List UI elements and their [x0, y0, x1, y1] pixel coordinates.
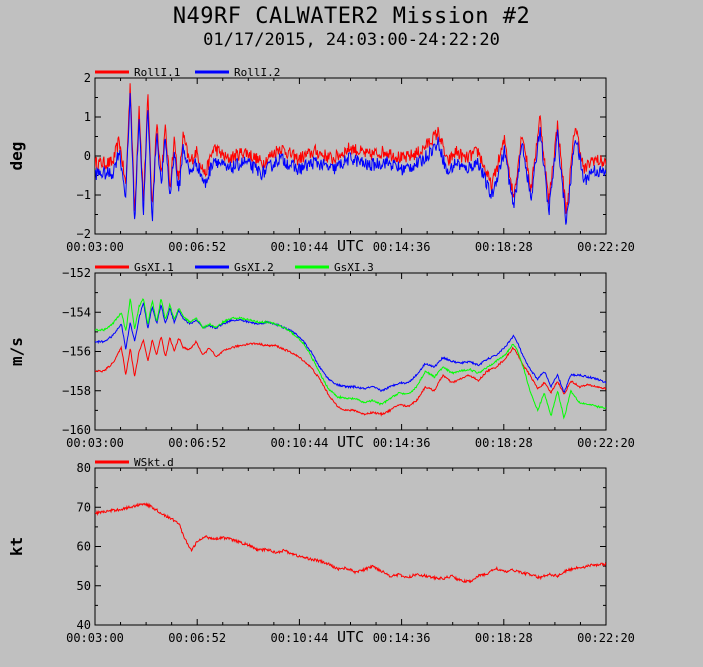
y-tick-label: −158 [62, 384, 91, 398]
y-tick-label: −154 [62, 305, 91, 319]
x-axis-label: UTC [337, 433, 364, 451]
x-tick-label: 00:22:20 [577, 436, 635, 450]
y-tick-label: 70 [77, 500, 91, 514]
x-tick-label: 00:22:20 [577, 631, 635, 645]
y-tick-label: −160 [62, 423, 91, 437]
y-tick-label: 2 [84, 71, 91, 85]
series-line-GsXI.1 [95, 336, 606, 417]
series-line-WSkt.d [95, 502, 606, 584]
y-tick-label: −152 [62, 266, 91, 280]
series-line-RollI.2 [95, 92, 606, 225]
x-tick-label: 00:03:00 [66, 240, 124, 254]
x-tick-label: 00:06:52 [168, 240, 226, 254]
x-tick-label: 00:03:00 [66, 436, 124, 450]
x-tick-label: 00:10:44 [271, 436, 329, 450]
x-tick-label: 00:18:28 [475, 631, 533, 645]
y-tick-label: 0 [84, 149, 91, 163]
x-tick-label: 00:22:20 [577, 240, 635, 254]
chart-subtitle: 01/17/2015, 24:03:00-24:22:20 [203, 30, 500, 50]
legend-label: GsXI.2 [234, 261, 274, 274]
y-tick-label: 50 [77, 579, 91, 593]
y-tick-label: −2 [77, 227, 91, 241]
x-tick-label: 00:10:44 [271, 240, 329, 254]
legend-label: GsXI.1 [134, 261, 174, 274]
series-line-GsXI.2 [95, 302, 606, 394]
x-tick-label: 00:18:28 [475, 240, 533, 254]
x-tick-label: 00:14:36 [373, 240, 431, 254]
series-line-RollI.1 [95, 83, 606, 214]
y-tick-label: 1 [84, 110, 91, 124]
legend-label: WSkt.d [134, 456, 174, 469]
legend-label: RollI.2 [234, 66, 280, 79]
y-axis-label: m/s [7, 337, 26, 366]
plot-frame-3 [94, 467, 607, 626]
y-tick-label: −156 [62, 345, 91, 359]
x-tick-label: 00:14:36 [373, 436, 431, 450]
y-tick-label: −1 [77, 188, 91, 202]
plot-frame-2 [94, 272, 607, 431]
x-axis-label: UTC [337, 628, 364, 646]
y-tick-label: 60 [77, 540, 91, 554]
x-axis-label: UTC [337, 237, 364, 255]
x-tick-label: 00:10:44 [271, 631, 329, 645]
x-tick-label: 00:06:52 [168, 436, 226, 450]
legend-label: RollI.1 [134, 66, 180, 79]
y-tick-label: 40 [77, 618, 91, 632]
legend-label: GsXI.3 [334, 261, 374, 274]
x-tick-label: 00:18:28 [475, 436, 533, 450]
chart-title: N49RF CALWATER2 Mission #2 [172, 4, 531, 29]
x-tick-label: 00:14:36 [373, 631, 431, 645]
x-tick-label: 00:03:00 [66, 631, 124, 645]
x-tick-label: 00:06:52 [168, 631, 226, 645]
y-tick-label: 80 [77, 461, 91, 475]
y-axis-label: deg [7, 142, 26, 171]
y-axis-label: kt [7, 537, 26, 556]
series-line-GsXI.3 [95, 298, 606, 420]
